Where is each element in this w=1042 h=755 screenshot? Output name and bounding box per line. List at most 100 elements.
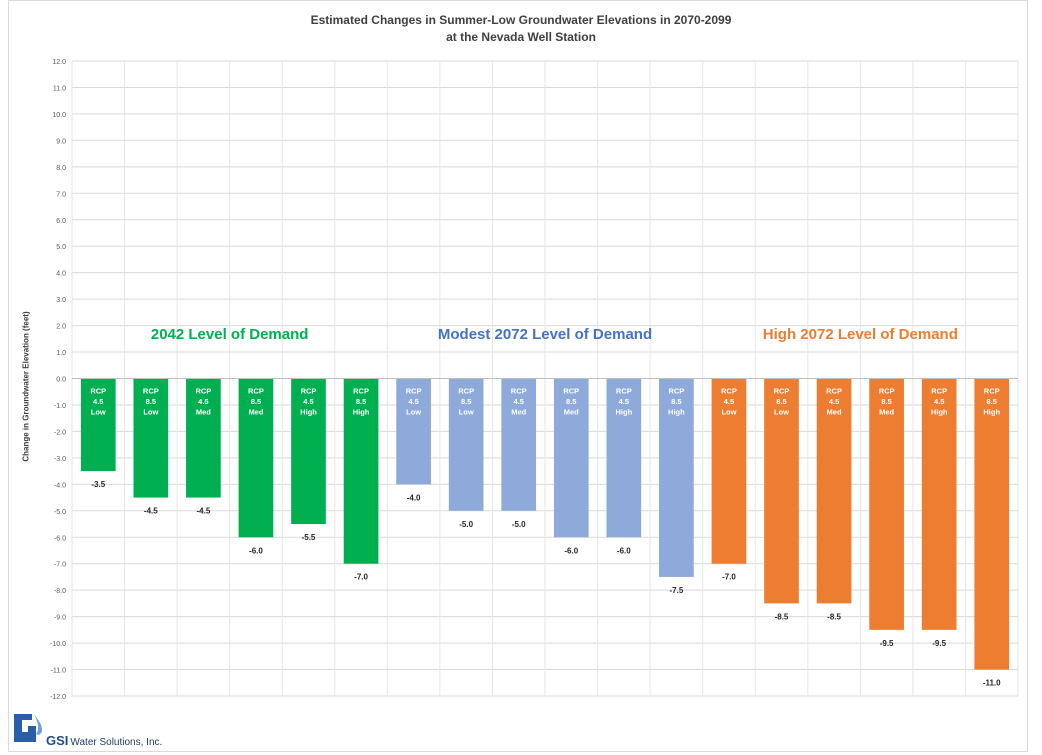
y-tick-label: -5.0 [54,509,66,516]
bar [291,378,326,525]
data-label: -5.0 [512,520,526,529]
bar [764,378,799,604]
y-tick-label: 2.0 [56,324,66,331]
logo-brand: GSI [46,733,69,748]
bar-category-label: 8.5 [461,397,471,406]
bar [869,378,904,630]
bar [501,378,537,511]
company-name: GSI Water Solutions, Inc. [46,733,162,748]
y-tick-label: -4.0 [54,482,66,489]
bar-category-label: High [615,408,632,417]
bar-category-label: RCP [931,387,947,396]
y-tick-label: -6.0 [54,535,66,542]
bar [659,378,694,577]
bar [396,378,431,485]
data-label: -3.5 [91,480,105,489]
bar-category-label: 8.5 [881,397,891,406]
y-tick-label: -3.0 [54,456,66,463]
bar-category-label: Med [564,408,579,417]
bar-category-label: Low [774,408,789,417]
bar-category-label: High [668,408,685,417]
bar [238,378,274,538]
data-label: -7.0 [354,573,368,582]
bar [816,378,852,604]
data-label: -7.5 [669,586,683,595]
bar-category-label: RCP [879,387,895,396]
y-tick-label: 6.0 [56,218,66,225]
bar-category-label: Med [248,408,263,417]
bar-category-label: RCP [143,387,159,396]
data-label: -11.0 [983,679,1001,688]
y-tick-label: 8.0 [56,165,66,172]
y-tick-label: 11.0 [53,85,66,92]
bar [448,378,484,511]
bar-category-label: 4.5 [829,397,839,406]
bar-category-label: Low [91,408,106,417]
data-label: -7.0 [722,573,736,582]
bar-category-label: RCP [511,387,527,396]
bar-category-label: High [983,408,1000,417]
gsi-logo-icon [14,714,42,742]
data-label: -4.0 [407,493,421,502]
bar-category-label: 8.5 [776,397,786,406]
bar-category-label: 8.5 [251,397,261,406]
bar-category-label: High [300,408,317,417]
bar [921,378,957,630]
bar-category-label: RCP [353,387,369,396]
data-label: -8.5 [827,612,841,621]
y-tick-label: 5.0 [56,244,66,251]
bar [711,378,747,564]
bar-category-label: Med [879,408,894,417]
data-label: -4.5 [196,507,210,516]
bar-category-label: RCP [774,387,790,396]
data-label: -9.5 [880,639,894,648]
chart-title-line1: Estimated Changes in Summer-Low Groundwa… [310,13,732,27]
bar-category-label: 4.5 [198,397,208,406]
y-tick-label: -9.0 [54,615,66,622]
bar-category-label: 4.5 [93,397,103,406]
logo-company: Water Solutions, Inc. [70,737,163,748]
chart-frame [8,0,1028,752]
bar-category-label: 8.5 [671,397,681,406]
bar-category-label: Med [511,408,526,417]
data-label: -5.5 [302,533,316,542]
bar-category-label: 8.5 [566,397,576,406]
bar-category-label: RCP [90,387,106,396]
bar-category-label: RCP [195,387,211,396]
bar [186,378,221,498]
y-tick-label: 10.0 [52,112,66,119]
group-label-modest-2072-demand: Modest 2072 Level of Demand [437,326,653,343]
bar-category-label: 4.5 [303,397,313,406]
y-tick-label: 7.0 [56,191,66,198]
data-label: -6.0 [564,546,578,555]
bar-category-label: Low [143,408,158,417]
y-tick-label: -11.0 [51,668,67,675]
bar-category-label: 8.5 [146,397,156,406]
y-tick-label: 12.0 [52,59,66,66]
y-tick-label: -8.0 [54,588,66,595]
bar-category-label: Low [459,408,474,417]
group-label-high-2072-demand: High 2072 Level of Demand [762,326,958,343]
y-tick-label: 4.0 [56,271,66,278]
y-tick-label: -1.0 [54,403,66,410]
bar-category-label: Low [406,408,421,417]
bar-category-label: 4.5 [619,397,629,406]
company-logo: GSI Water Solutions, Inc. [10,712,190,748]
y-tick-label: -12.0 [50,694,66,701]
bar-category-label: High [353,408,370,417]
bar [553,378,589,538]
bar-category-label: 4.5 [514,397,524,406]
bar [133,378,169,498]
y-tick-label: -10.0 [50,641,66,648]
bar-category-label: 4.5 [408,397,418,406]
bar-category-label: RCP [301,387,317,396]
y-axis-label: Change in Groundwater Elevation (feet) [21,311,31,462]
bar-category-label: RCP [458,387,474,396]
data-label: -6.0 [617,546,631,555]
bar-category-label: RCP [826,387,842,396]
bar-category-label: 8.5 [987,397,997,406]
y-tick-label: 1.0 [56,350,66,357]
bar-category-label: RCP [721,387,737,396]
bar-category-label: 8.5 [356,397,366,406]
